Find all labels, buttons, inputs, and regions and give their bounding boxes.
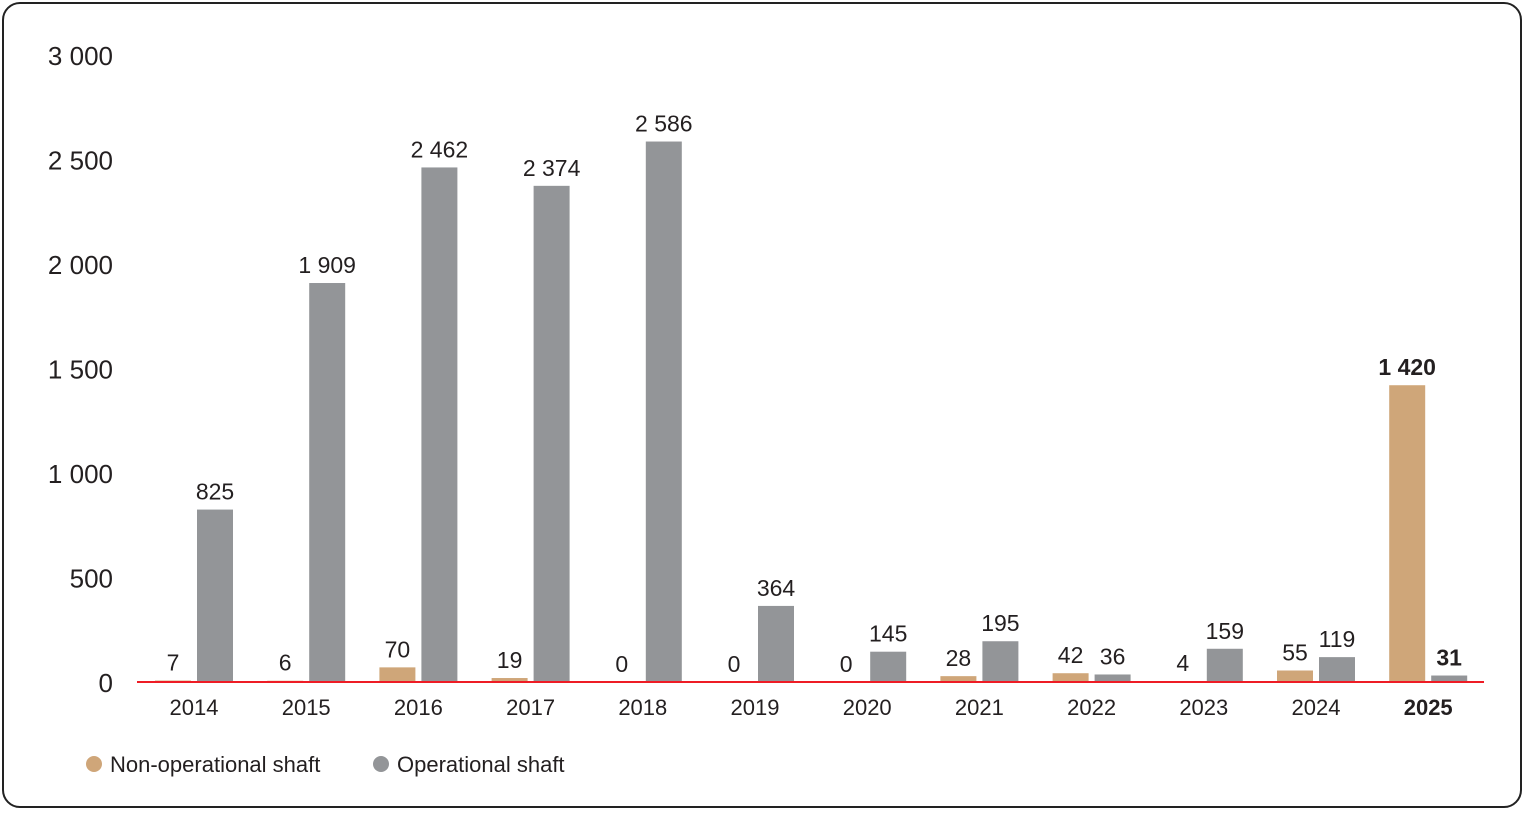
data-label: 195 (981, 610, 1019, 636)
x-tick-label: 2021 (955, 695, 1004, 720)
x-tick-label: 2019 (731, 695, 780, 720)
bar-operational (309, 283, 346, 682)
y-tick-label: 1 500 (48, 355, 113, 385)
data-label: 0 (840, 651, 853, 677)
bar-operational (421, 167, 458, 682)
data-label: 364 (757, 575, 796, 601)
bar-operational (758, 605, 794, 682)
data-label: 2 462 (411, 136, 469, 162)
x-tick-label: 2024 (1292, 695, 1341, 720)
y-tick-label: 2 500 (48, 146, 113, 176)
data-label: 55 (1282, 640, 1308, 666)
bar-non-operational (491, 678, 528, 682)
data-label: 825 (196, 479, 234, 505)
bar-operational (1094, 674, 1131, 682)
x-tick-label: 2014 (170, 695, 219, 720)
data-label: 1 420 (1378, 354, 1436, 380)
x-tick-label: 2016 (394, 695, 443, 720)
bar-operational (982, 641, 1019, 682)
x-tick-label: 2023 (1179, 695, 1228, 720)
data-label: 145 (869, 621, 907, 647)
data-label: 0 (615, 651, 628, 677)
data-label: 0 (728, 651, 741, 677)
legend-marker (373, 756, 389, 772)
x-axis: 2014 2015 2016 2017 2018 2019 2020 2021 2022 2023… (137, 681, 1484, 720)
bar-non-operational (1052, 673, 1089, 682)
legend-label: Operational shaft (397, 752, 565, 777)
x-tick-label: 2015 (282, 695, 331, 720)
legend-marker (86, 756, 102, 772)
data-label: 2 586 (635, 111, 693, 137)
legend-label: Non-operational shaft (110, 752, 320, 777)
data-label: 70 (385, 636, 411, 662)
bar-operational (533, 185, 570, 683)
data-label: 2 374 (523, 155, 581, 181)
data-label: 42 (1058, 642, 1084, 668)
bar-operational (870, 651, 907, 682)
bar-non-operational (379, 667, 416, 682)
data-label: 119 (1319, 626, 1356, 652)
data-label: 28 (946, 645, 972, 671)
bar-operational (1319, 657, 1355, 682)
x-tick-label: 2022 (1067, 695, 1116, 720)
bar-non-operational (1277, 670, 1313, 682)
y-tick-label: 1 000 (48, 459, 113, 489)
bar-non-operational (1389, 385, 1426, 682)
bar-operational (645, 141, 682, 682)
data-label: 6 (279, 650, 292, 676)
data-label: 7 (167, 650, 180, 676)
data-label: 1 909 (298, 252, 356, 278)
data-label: 36 (1100, 643, 1126, 669)
y-tick-label: 500 (70, 564, 113, 594)
bar-operational (197, 509, 233, 682)
x-tick-label: 2025 (1404, 695, 1453, 720)
x-tick-label: 2018 (618, 695, 667, 720)
x-tick-label: 2020 (843, 695, 892, 720)
y-tick-label: 2 000 (48, 250, 113, 280)
legend: Non-operational shaft Operational shaft (86, 752, 565, 777)
y-tick-label: 3 000 (48, 41, 113, 71)
x-tick-label: 2017 (506, 695, 555, 720)
bar-operational (1431, 675, 1468, 682)
data-label: 31 (1436, 645, 1462, 671)
data-label: 4 (1176, 650, 1189, 676)
bar-non-operational (940, 676, 977, 682)
data-label: 19 (497, 647, 523, 673)
y-axis: 0 500 1 000 1 500 2 000 2 500 3 000 (48, 41, 113, 698)
y-tick-label: 0 (99, 668, 113, 698)
data-label: 159 (1206, 618, 1244, 644)
bar-operational (1206, 648, 1243, 682)
